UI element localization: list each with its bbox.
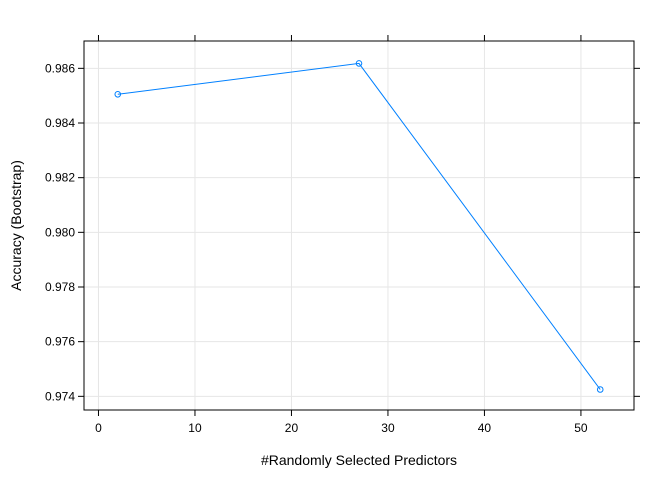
plot-frame — [83, 40, 635, 411]
y-tick-label: 0.978 — [45, 280, 75, 294]
x-tick-label: 30 — [381, 421, 395, 435]
x-tick-label: 20 — [285, 421, 299, 435]
y-tick-label: 0.986 — [45, 61, 75, 75]
data-point — [355, 60, 363, 67]
y-tick-label: 0.974 — [45, 389, 75, 403]
y-tick-label: 0.980 — [45, 225, 75, 239]
y-tick-label: 0.984 — [45, 116, 75, 130]
y-tick-label: 0.976 — [45, 335, 75, 349]
x-tick-label: 50 — [574, 421, 588, 435]
data-point — [114, 91, 122, 98]
x-tick-label: 40 — [478, 421, 492, 435]
data-point — [596, 386, 604, 393]
x-tick-label: 10 — [188, 421, 202, 435]
series-line — [117, 62, 601, 390]
y-tick-label: 0.982 — [45, 171, 75, 185]
y-axis-title: Accuracy (Bootstrap) — [8, 160, 24, 291]
x-axis-title: #Randomly Selected Predictors — [261, 452, 457, 468]
grid — [84, 41, 634, 410]
x-tick-label: 0 — [95, 421, 102, 435]
axis-ticks: 0 10 20 30 40 50 0.974 0.976 0.978 0.980 0.982 0.98… — [45, 35, 640, 435]
series-layer — [114, 60, 604, 393]
